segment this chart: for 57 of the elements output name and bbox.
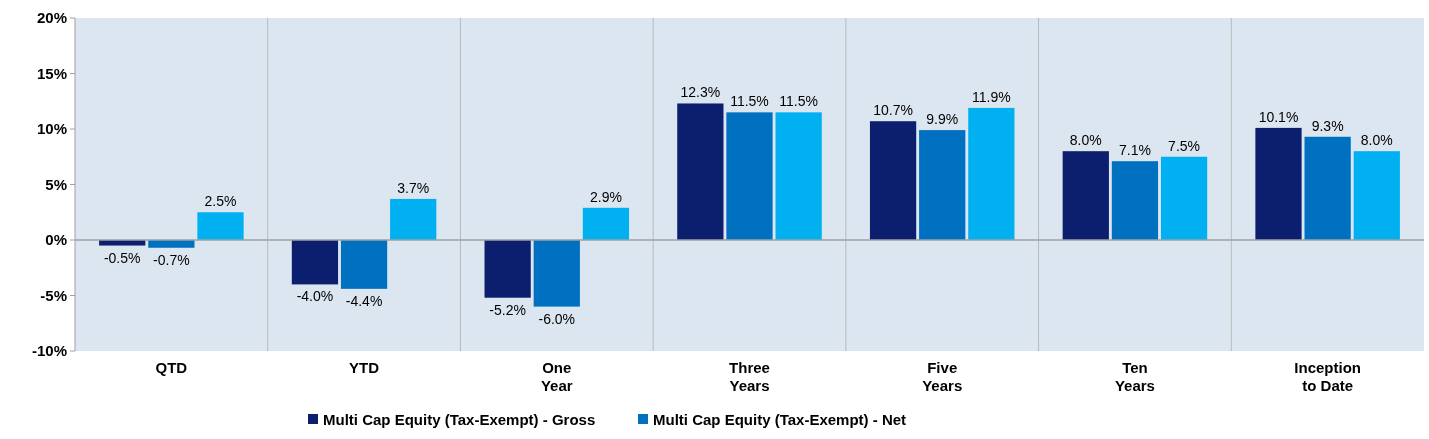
data-label: 7.1% [1118, 142, 1151, 159]
bar [1111, 161, 1159, 240]
bar [775, 112, 822, 240]
bar [919, 130, 966, 240]
bar [390, 198, 437, 240]
x-tick-label: Ten Years [1114, 359, 1155, 394]
data-label: -0.7% [153, 251, 190, 268]
data-label: 3.7% [397, 179, 430, 196]
data-label: -5.2% [489, 301, 526, 318]
y-tick-label: -10% [31, 342, 67, 360]
data-label: 2.5% [204, 193, 237, 210]
data-label: -4.0% [296, 288, 334, 305]
bar [968, 107, 1015, 240]
y-tick-label: 0% [45, 231, 67, 249]
data-label: 8.0% [1360, 132, 1393, 149]
y-tick-label: 5% [45, 175, 67, 193]
bar [533, 240, 580, 307]
y-tick-label: -5% [40, 286, 67, 304]
bar [726, 112, 773, 240]
bar [1255, 127, 1302, 240]
data-label: 11.9% [972, 88, 1011, 105]
x-tick-label: Inception to Date [1294, 359, 1361, 394]
data-label: 12.3% [680, 84, 721, 101]
y-tick-label: 20% [36, 9, 67, 27]
y-tick-label: 15% [36, 64, 67, 82]
data-label: 11.5% [730, 93, 769, 110]
legend-label: Multi Cap Equity (Tax-Exempt) - Net [653, 411, 907, 428]
data-label: -0.5% [103, 249, 141, 266]
x-tick-label: Five Years [922, 359, 963, 394]
bar [1160, 156, 1208, 240]
data-label: -4.4% [345, 292, 383, 309]
bar [1304, 136, 1351, 240]
bar [340, 240, 388, 289]
legend-label: Multi Cap Equity (Tax-Exempt) - Gross [323, 411, 596, 428]
bar [677, 103, 724, 240]
data-label: 10.1% [1258, 108, 1299, 125]
bar [197, 212, 244, 240]
data-label: 7.5% [1168, 137, 1201, 154]
bar [1062, 151, 1109, 240]
x-tick-label: QTD [155, 359, 188, 376]
bar [869, 121, 917, 240]
y-tick-label: 10% [36, 120, 67, 138]
data-label: 11.5% [779, 93, 818, 110]
x-tick-label: Three Years [729, 359, 770, 394]
data-label: 8.0% [1069, 132, 1102, 149]
bar [148, 240, 195, 248]
bar [484, 240, 531, 298]
x-tick-label: YTD [349, 359, 380, 376]
data-label: 9.3% [1311, 117, 1344, 134]
bar [582, 207, 630, 240]
data-label: -6.0% [538, 310, 576, 327]
data-label: 2.9% [589, 188, 622, 205]
bar [1353, 151, 1400, 240]
x-tick-label: One Year [540, 359, 573, 394]
bar [291, 240, 339, 285]
data-label: 9.9% [926, 111, 959, 128]
data-label: 10.7% [873, 102, 913, 119]
